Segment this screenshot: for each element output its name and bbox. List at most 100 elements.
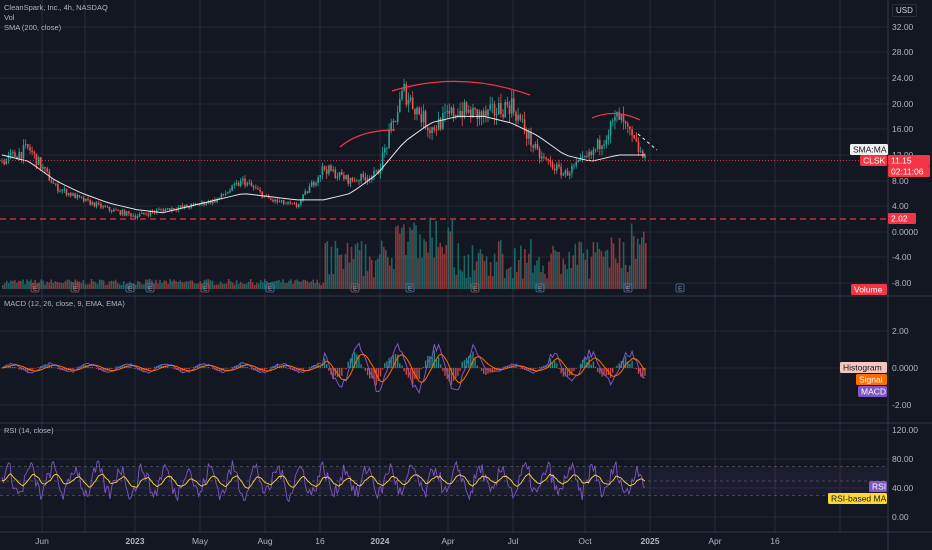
candle-body xyxy=(57,184,59,192)
candle-body xyxy=(517,114,519,121)
candle-body xyxy=(295,203,298,207)
candle-body xyxy=(242,178,244,181)
candle-body xyxy=(384,148,386,153)
volume-bar xyxy=(415,225,417,289)
countdown-tag-text: 02:11:06 xyxy=(891,167,924,177)
volume-bar xyxy=(193,283,196,289)
candle-body xyxy=(298,204,300,207)
volume-bar xyxy=(58,282,60,289)
price-axis-label: 20.00 xyxy=(892,99,914,109)
symbol-tag-text: CLSK xyxy=(863,156,886,166)
volume-bar xyxy=(56,281,58,289)
earnings-marker-label: E xyxy=(268,286,273,293)
candle-body xyxy=(188,207,190,208)
price-axis-label: 0.0000 xyxy=(892,227,918,237)
volume-bar xyxy=(229,281,232,289)
candle-body xyxy=(564,170,567,174)
signal-line xyxy=(1,353,646,384)
earnings-marker-label: E xyxy=(73,286,78,293)
rsi-tag-bg xyxy=(869,481,887,492)
volume-bar xyxy=(314,283,316,289)
volume-bar xyxy=(108,281,111,289)
earnings-marker-label: E xyxy=(203,286,208,293)
volume-bar xyxy=(251,282,254,289)
volume-bar xyxy=(155,279,157,289)
earnings-marker-label: E xyxy=(33,286,38,293)
volume-bar xyxy=(201,284,204,289)
volume-bar xyxy=(405,255,407,289)
candle-body xyxy=(209,200,212,204)
candle-body xyxy=(184,205,186,208)
volume-bar xyxy=(306,280,308,289)
candle-body xyxy=(515,112,517,121)
volume-bar xyxy=(395,226,397,289)
volume-bar xyxy=(173,279,175,289)
volume-bar xyxy=(598,248,601,289)
volume-bar xyxy=(459,269,462,289)
volume-bar xyxy=(241,283,244,289)
volume-bar xyxy=(326,241,329,289)
candle-body xyxy=(631,129,633,136)
candle-body xyxy=(9,153,12,156)
volume-bar xyxy=(564,264,566,289)
macd-legend[interactable]: MACD (12, 26, close, 9, EMA, EMA) xyxy=(4,299,125,308)
volume-bar xyxy=(413,222,415,289)
volume-bar xyxy=(187,281,189,289)
rsi-legend[interactable]: RSI (14, close) xyxy=(4,426,54,435)
rsi-ma-tag: RSI-based MA xyxy=(828,493,887,504)
volume-bar xyxy=(600,251,603,289)
volume-bar xyxy=(78,281,81,289)
candle-body xyxy=(141,212,143,214)
candle-body xyxy=(502,114,504,118)
volume-bar xyxy=(376,258,379,289)
candle-body xyxy=(173,208,175,210)
candle-body xyxy=(407,99,410,105)
candle-body xyxy=(584,156,586,157)
candle-body xyxy=(95,202,98,207)
volume-bar xyxy=(26,279,28,289)
candle-body xyxy=(553,168,556,171)
candle-body xyxy=(427,127,429,131)
candle-body xyxy=(592,149,595,155)
volume-bar xyxy=(213,284,216,289)
sma-legend[interactable]: SMA (200, close) xyxy=(4,23,62,32)
histogram-tag: Histogram xyxy=(840,362,887,373)
symbol-title[interactable]: CleanSpark, Inc., 4h, NASDAQ xyxy=(4,3,108,12)
volume-bar xyxy=(542,265,544,289)
volume-bar xyxy=(622,242,625,289)
volume-bar xyxy=(20,280,22,289)
candle-body xyxy=(304,191,306,195)
candle-body xyxy=(609,121,612,136)
volume-bar xyxy=(96,284,99,289)
volume-bar xyxy=(243,284,246,289)
candle-body xyxy=(487,109,489,116)
volume-bar xyxy=(66,279,69,289)
candle-body xyxy=(276,199,279,202)
candle-body xyxy=(18,152,20,160)
candle-body xyxy=(422,111,425,123)
candle-body xyxy=(504,102,506,118)
candle-body xyxy=(287,202,289,204)
volume-bar xyxy=(614,258,617,289)
candle-body xyxy=(588,151,590,157)
volume-bar xyxy=(322,282,325,289)
volume-bar xyxy=(441,246,443,289)
candle-body xyxy=(257,188,259,190)
drawing-arc xyxy=(391,80,531,96)
candle-body xyxy=(429,130,431,134)
volume-bar xyxy=(512,278,514,289)
volume-bar xyxy=(276,280,278,289)
candle-body xyxy=(414,108,416,115)
volume-legend[interactable]: Vol xyxy=(4,13,15,22)
volume-bar xyxy=(584,259,587,289)
volume-bar xyxy=(302,279,304,289)
candle-body xyxy=(639,151,642,153)
volume-bar xyxy=(120,285,123,289)
candle-body xyxy=(321,166,324,175)
currency-button[interactable]: USD xyxy=(892,4,917,17)
candle-body xyxy=(573,165,575,167)
candle-body xyxy=(401,90,403,100)
volume-bar xyxy=(159,279,161,289)
